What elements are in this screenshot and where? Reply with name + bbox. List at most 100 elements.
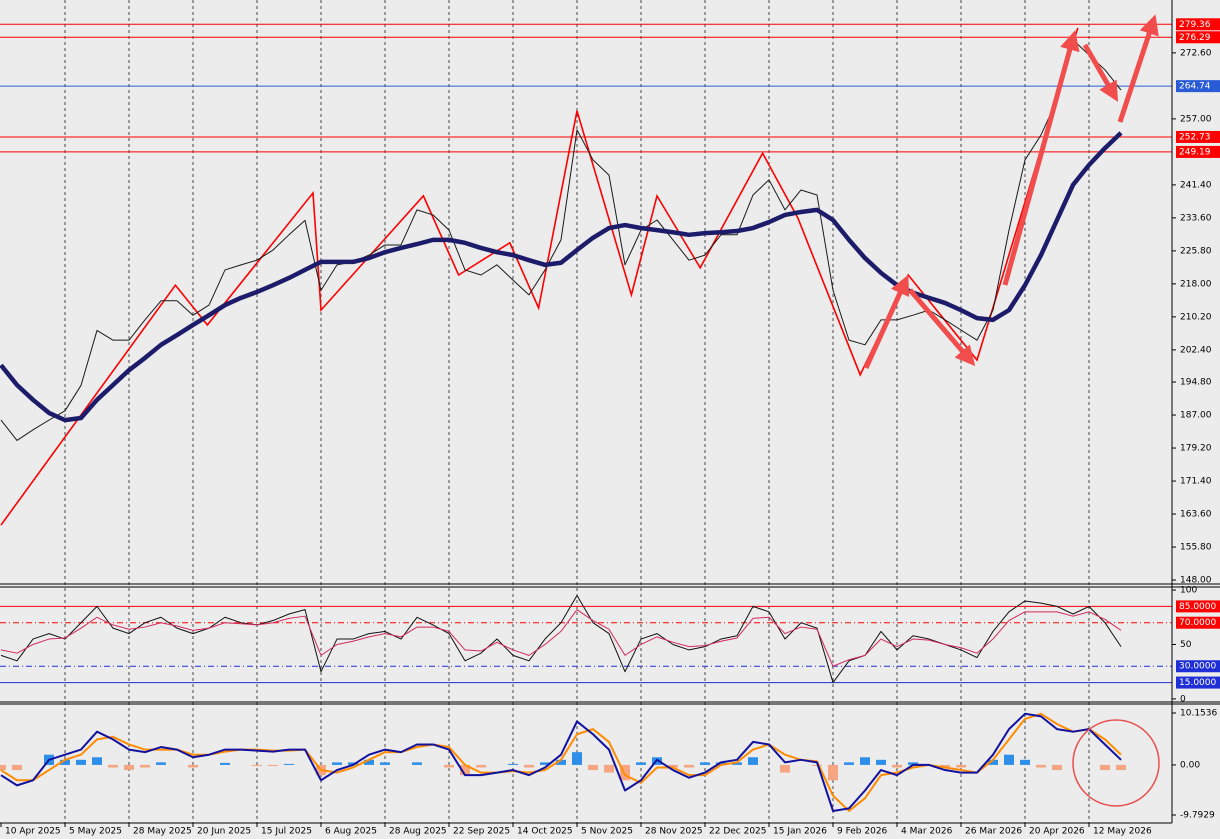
histogram-bar xyxy=(572,752,582,765)
y-tick-label: 202.40 xyxy=(1180,345,1212,355)
y-tick-label: 194.80 xyxy=(1180,378,1212,388)
annotation-arrows xyxy=(863,14,1159,370)
histogram-bar xyxy=(1004,754,1014,765)
histogram-bar xyxy=(348,762,358,765)
histogram-bar xyxy=(412,762,422,765)
arrow xyxy=(1002,30,1080,286)
x-tick-label: 6 Aug 2025 xyxy=(325,827,377,837)
x-tick-label: 20 Apr 2026 xyxy=(1029,827,1085,837)
y-tick-label: 50 xyxy=(1180,640,1192,650)
y-tick-label: 179.20 xyxy=(1180,444,1212,454)
histogram-bar xyxy=(540,762,550,765)
histogram-bar xyxy=(988,759,998,765)
arrow xyxy=(908,288,976,367)
histogram-bar xyxy=(332,762,342,765)
histogram-bar xyxy=(748,757,758,765)
arrow xyxy=(1117,14,1159,123)
level-label-box xyxy=(1176,31,1220,44)
y-tick-label: 10.1536 xyxy=(1180,709,1217,719)
y-tick-label: 233.60 xyxy=(1180,213,1212,223)
y-tick-label: -9.7929 xyxy=(1180,811,1215,821)
histogram-bar xyxy=(60,759,70,765)
level-label: 249.19 xyxy=(1179,147,1211,157)
histogram-bar xyxy=(908,762,918,765)
series-line xyxy=(0,131,1123,423)
series-line xyxy=(0,712,1122,812)
histogram-bar xyxy=(1100,764,1110,771)
x-tick-label: 15 Jul 2025 xyxy=(261,827,312,837)
x-tick-label: 22 Sep 2025 xyxy=(453,827,510,837)
histogram-bar xyxy=(668,764,678,768)
level-label-box xyxy=(1176,130,1220,143)
x-tick-label: 10 Apr 2025 xyxy=(5,827,61,837)
x-tick-label: 22 Dec 2025 xyxy=(709,827,767,837)
histogram-bar xyxy=(188,764,198,768)
y-tick-label: 0 xyxy=(1180,694,1186,704)
level-label-box xyxy=(1176,600,1220,613)
x-tick-label: 28 Nov 2025 xyxy=(645,827,703,837)
histogram-bar xyxy=(892,764,902,768)
y-tick-label: 225.80 xyxy=(1180,246,1212,256)
arrow xyxy=(863,274,910,370)
x-tick-label: 5 Nov 2025 xyxy=(581,827,633,837)
y-tick-label: 148.00 xyxy=(1180,576,1212,586)
y-tick-label: 241.40 xyxy=(1180,180,1212,190)
y-tick-label: 171.40 xyxy=(1180,477,1212,487)
histogram-bar xyxy=(524,764,534,768)
x-tick-label: 4 Mar 2026 xyxy=(901,827,953,837)
histogram-bar xyxy=(108,764,118,768)
y-tick-label: 100 xyxy=(1180,586,1197,596)
x-tick-label: 9 Feb 2026 xyxy=(837,827,888,837)
histogram-bar xyxy=(268,764,278,766)
level-label: 279.36 xyxy=(1179,20,1211,30)
series-line xyxy=(0,609,1122,667)
y-tick-label: 218.00 xyxy=(1180,279,1212,289)
level-label: 264.74 xyxy=(1179,82,1211,92)
histogram-bar xyxy=(940,764,950,768)
x-tick-label: 14 Oct 2025 xyxy=(517,827,573,837)
x-tick-label: 20 Jun 2025 xyxy=(197,827,251,837)
x-tick-label: 12 May 2026 xyxy=(1093,827,1152,837)
histogram-bar xyxy=(716,762,726,765)
x-tick-label: 5 May 2025 xyxy=(69,827,122,837)
y-tick-label: 187.00 xyxy=(1180,411,1212,421)
histogram-bar xyxy=(844,762,854,765)
histogram-bar xyxy=(556,759,566,765)
histogram-bar xyxy=(220,762,230,765)
y-tick-label: 155.80 xyxy=(1180,543,1212,553)
panel xyxy=(0,712,1126,812)
histogram-bar xyxy=(460,764,470,776)
histogram-bar xyxy=(156,762,166,765)
level-label-box xyxy=(1176,145,1220,158)
histogram-bar xyxy=(476,764,486,768)
y-tick-label: 163.60 xyxy=(1180,510,1212,520)
histogram-bar xyxy=(140,764,150,768)
histogram-bar xyxy=(252,764,262,766)
histogram-bar xyxy=(700,762,710,765)
level-label: 30.0000 xyxy=(1179,662,1216,672)
level-label: 85.0000 xyxy=(1179,602,1216,612)
level-label: 70.0000 xyxy=(1179,618,1216,628)
histogram-bar xyxy=(364,759,374,765)
level-label: 15.0000 xyxy=(1179,678,1216,688)
histogram-bar xyxy=(604,764,614,773)
x-tick-label: 28 May 2025 xyxy=(133,827,192,837)
level-label-box xyxy=(1176,18,1220,31)
histogram-bar xyxy=(684,764,694,768)
histogram-bar xyxy=(380,762,390,765)
histogram-bar xyxy=(1052,764,1062,771)
level-label-box xyxy=(1176,676,1220,689)
histogram-bar xyxy=(444,764,454,768)
x-tick-label: 15 Jan 2026 xyxy=(773,827,827,837)
histogram-bar xyxy=(1020,759,1030,765)
histogram-bar xyxy=(1036,764,1046,768)
arrow xyxy=(1082,43,1119,102)
histogram-bar xyxy=(732,762,742,765)
level-label-box xyxy=(1176,660,1220,673)
y-tick-label: 0.00 xyxy=(1180,760,1200,770)
x-tick-label: 28 Aug 2025 xyxy=(389,827,447,837)
histogram-bar xyxy=(828,764,838,781)
level-label-box xyxy=(1176,616,1220,629)
